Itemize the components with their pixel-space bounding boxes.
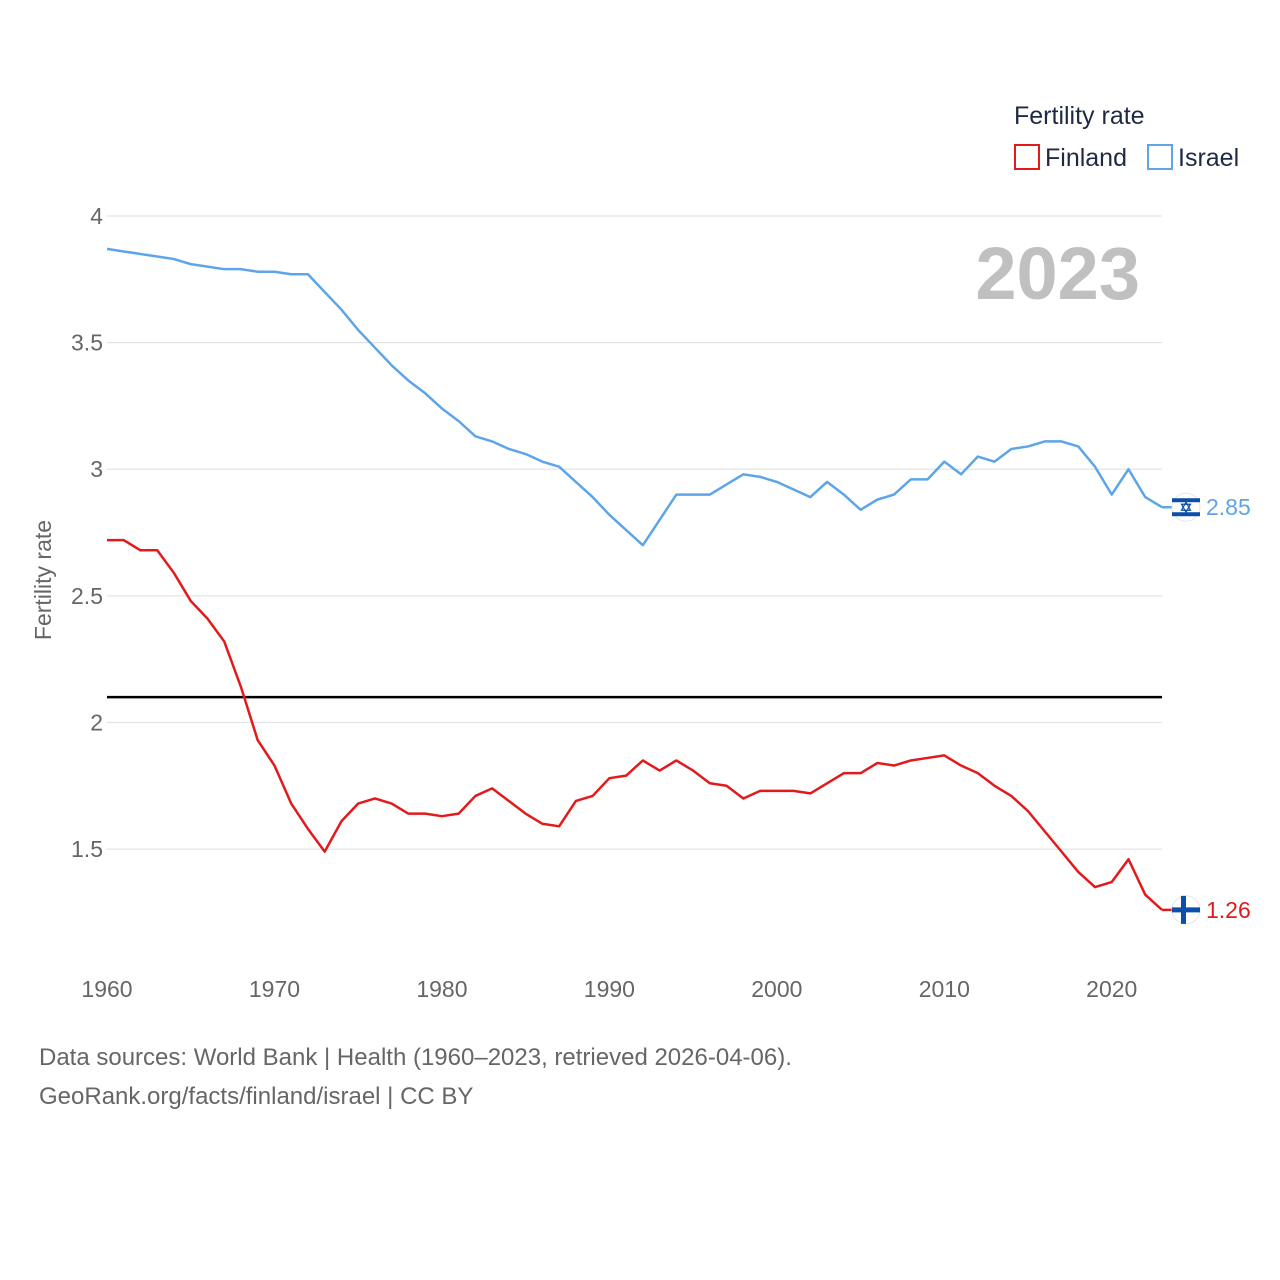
legend-label-finland: Finland	[1045, 144, 1127, 172]
series-line-israel	[106, 247, 1163, 547]
source-link: GeoRank.org/facts/finland/israel | CC BY	[39, 1083, 474, 1110]
source-attribution: Data sources: World Bank | Health (1960–…	[39, 1044, 792, 1071]
x-tick-label: 1980	[416, 976, 467, 1002]
legend: Fertility rate Finland Israel	[1014, 102, 1239, 172]
series-line-finland	[107, 538, 1163, 911]
y-tick-label: 1.5	[71, 836, 103, 862]
year-label: 2023	[975, 232, 1140, 315]
x-tick-label: 1960	[81, 976, 132, 1002]
end-markers: 1.26 2.85	[1162, 492, 1251, 925]
x-tick-label: 2010	[919, 976, 970, 1002]
legend-title: Fertility rate	[1014, 102, 1145, 130]
x-tick-label: 1990	[584, 976, 635, 1002]
end-value-label-finland: 1.26	[1206, 897, 1251, 923]
y-axis-title: Fertility rate	[30, 520, 56, 640]
y-tick-label: 2.5	[71, 583, 103, 609]
y-axis-ticks: 1.5 2 2.5 3 3.5 4	[71, 203, 103, 862]
y-tick-label: 3.5	[71, 330, 103, 356]
legend-swatch-israel	[1147, 144, 1173, 170]
y-tick-label: 3	[90, 456, 103, 482]
y-tick-label: 4	[90, 203, 103, 229]
y-tick-label: 2	[90, 709, 103, 735]
x-axis-ticks: 1960 1970 1980 1990 2000 2010 2020	[81, 976, 1137, 1002]
legend-label-israel: Israel	[1178, 144, 1239, 172]
finland-flag-icon	[1171, 895, 1201, 925]
end-value-label-israel: 2.85	[1206, 494, 1251, 520]
legend-swatch-finland	[1014, 144, 1040, 170]
x-tick-label: 2020	[1086, 976, 1137, 1002]
x-tick-label: 1970	[249, 976, 300, 1002]
gridlines	[107, 215, 1162, 850]
fertility-rate-chart: 1.5 2 2.5 3 3.5 4 1960 1970 1980 1990 2000 2010 202…	[30, 102, 1251, 1002]
series-lines	[106, 247, 1163, 911]
x-tick-label: 2000	[751, 976, 802, 1002]
israel-flag-icon	[1171, 492, 1201, 522]
